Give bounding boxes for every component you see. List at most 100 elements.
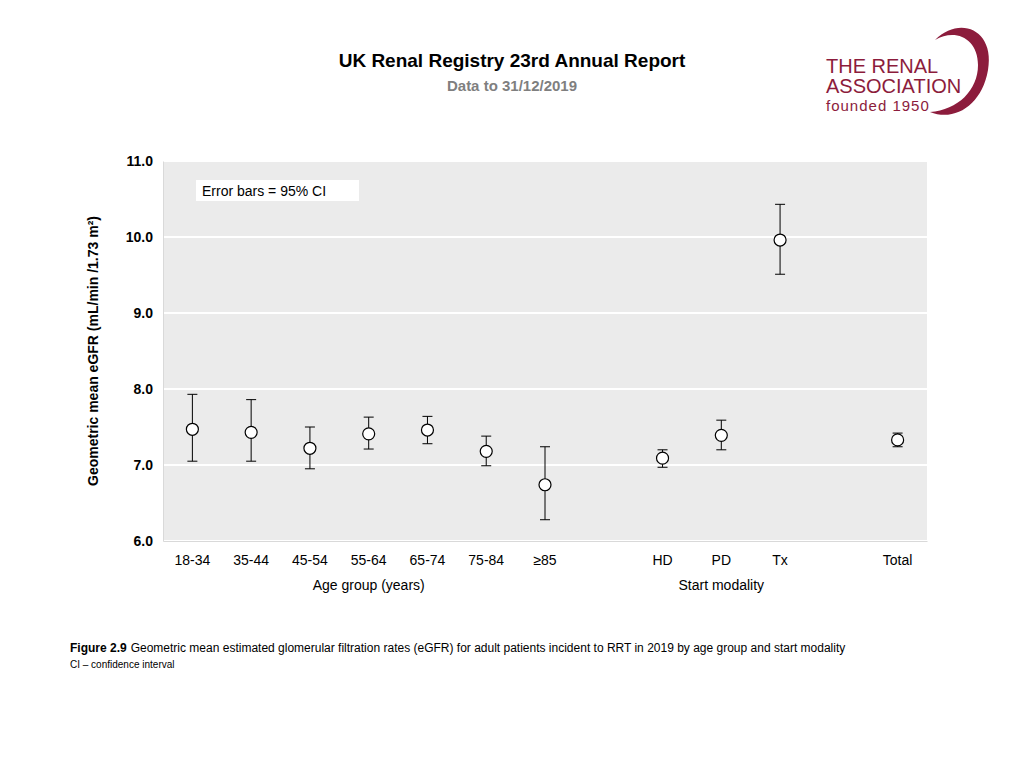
logo-text: THE RENAL xyxy=(826,55,938,77)
y-axis-title: Geometric mean eGFR (mL/min /1.73 m²) xyxy=(85,216,101,486)
annotation-box xyxy=(196,180,359,201)
error-bar-cap xyxy=(422,416,432,417)
error-bar xyxy=(186,394,198,461)
x-tick: 18-34 xyxy=(174,541,210,568)
x-tick-label: 75-84 xyxy=(468,552,504,568)
y-tick: 11.0 xyxy=(127,153,163,169)
error-bar-cap xyxy=(775,274,785,275)
y-tick: 6.0 xyxy=(134,533,163,549)
grid xyxy=(163,161,927,541)
caption-note: CI – confidence interval xyxy=(70,659,175,670)
y-tick: 10.0 xyxy=(126,229,163,245)
y-tick-label: 6.0 xyxy=(134,533,154,549)
error-bar-cap xyxy=(364,449,374,450)
point xyxy=(363,428,375,440)
y-tick-label: 7.0 xyxy=(134,457,154,473)
error-bar-cap xyxy=(716,420,726,421)
y-axis-line xyxy=(163,162,164,542)
error-bar-cap xyxy=(305,468,315,469)
grid-line xyxy=(163,388,927,390)
point xyxy=(774,234,786,246)
point xyxy=(892,434,904,446)
x-tick: 55-64 xyxy=(351,541,387,568)
point xyxy=(304,442,316,454)
error-bar xyxy=(539,447,551,520)
annotation: Error bars = 95% CI xyxy=(196,180,359,201)
error-bar-cap xyxy=(364,417,374,418)
x-tick: Total xyxy=(883,541,913,568)
chart: UK Renal Registry 23rd Annual Report Data… xyxy=(0,0,1024,768)
x-tick-label: 18-34 xyxy=(174,552,210,568)
y-tick: 8.0 xyxy=(134,381,163,397)
error-bar-cap xyxy=(187,461,197,462)
logo-text: founded 1950 xyxy=(826,97,930,114)
error-bar xyxy=(245,400,257,462)
grid-line xyxy=(163,540,927,542)
y-tick-label: 11.0 xyxy=(127,153,154,169)
y-tick-label: 8.0 xyxy=(134,381,154,397)
logo: THE RENALASSOCIATIONfounded 1950 xyxy=(826,28,989,115)
point xyxy=(245,426,257,438)
point xyxy=(657,452,669,464)
x-tick-label: 65-74 xyxy=(410,552,446,568)
error-bar-cap xyxy=(305,427,315,428)
logo-swoosh xyxy=(930,28,989,115)
x-tick: HD xyxy=(652,541,672,568)
x-tick-label: ≥85 xyxy=(533,552,556,568)
y-tick-label: 10.0 xyxy=(126,229,153,245)
x-group-label: Start modality xyxy=(679,577,765,593)
x-tick-label: 55-64 xyxy=(351,552,387,568)
point xyxy=(186,423,198,435)
caption-text: Geometric mean estimated glomerular filt… xyxy=(131,641,846,655)
error-bar xyxy=(480,436,492,466)
error-bar-cap xyxy=(716,449,726,450)
error-bar-cap xyxy=(540,519,550,520)
annotation-text: Error bars = 95% CI xyxy=(202,183,326,199)
caption-label: Figure 2.9 xyxy=(70,641,127,655)
error-bar xyxy=(421,416,433,443)
caption: Figure 2.9 Geometric mean estimated glome… xyxy=(70,641,845,655)
grid-line xyxy=(163,160,927,162)
error-bar-cap xyxy=(658,467,668,468)
x-tick-label: HD xyxy=(652,552,672,568)
error-bar-cap xyxy=(481,465,491,466)
error-bar xyxy=(363,417,375,449)
error-bar-cap xyxy=(481,436,491,437)
error-bar xyxy=(657,450,669,467)
x-tick-label: 35-44 xyxy=(233,552,269,568)
x-tick-label: PD xyxy=(712,552,731,568)
error-bar-cap xyxy=(775,204,785,205)
point xyxy=(539,479,551,491)
error-bar-cap xyxy=(187,394,197,395)
x-tick-label: 45-54 xyxy=(292,552,328,568)
title: UK Renal Registry 23rd Annual Report xyxy=(339,50,686,71)
y-axis: 6.0 7.0 8.0 9.0 10.0 11.0 xyxy=(126,153,164,549)
error-bar-cap xyxy=(246,399,256,400)
error-bar xyxy=(304,427,316,469)
subtitle: Data to 31/12/2019 xyxy=(447,77,577,94)
x-tick: 45-54 xyxy=(292,541,328,568)
error-bar-cap xyxy=(658,449,668,450)
error-bar-cap xyxy=(422,443,432,444)
point xyxy=(480,445,492,457)
marks xyxy=(186,204,903,519)
plot-background xyxy=(163,161,927,541)
error-bar xyxy=(892,433,904,447)
y-tick: 9.0 xyxy=(134,305,163,321)
x-tick: ≥85 xyxy=(533,541,556,568)
x-tick: 75-84 xyxy=(468,541,504,568)
point xyxy=(421,424,433,436)
x-tick: Tx xyxy=(772,541,788,568)
error-bar xyxy=(774,204,786,274)
error-bar xyxy=(715,420,727,450)
y-tick-label: 9.0 xyxy=(134,305,154,321)
logo-text: ASSOCIATION xyxy=(826,75,961,97)
grid-line xyxy=(163,312,927,314)
x-tick: 35-44 xyxy=(233,541,269,568)
x-tick-label: Total xyxy=(883,552,913,568)
x-tick: PD xyxy=(712,541,731,568)
x-tick-label: Tx xyxy=(772,552,788,568)
error-bar-cap xyxy=(246,461,256,462)
x-axis: 18-34 35-44 45-54 55-64 65-74 75-84 ≥85 HD PD Tx T… xyxy=(164,541,928,568)
x-group-label: Age group (years) xyxy=(313,577,425,593)
